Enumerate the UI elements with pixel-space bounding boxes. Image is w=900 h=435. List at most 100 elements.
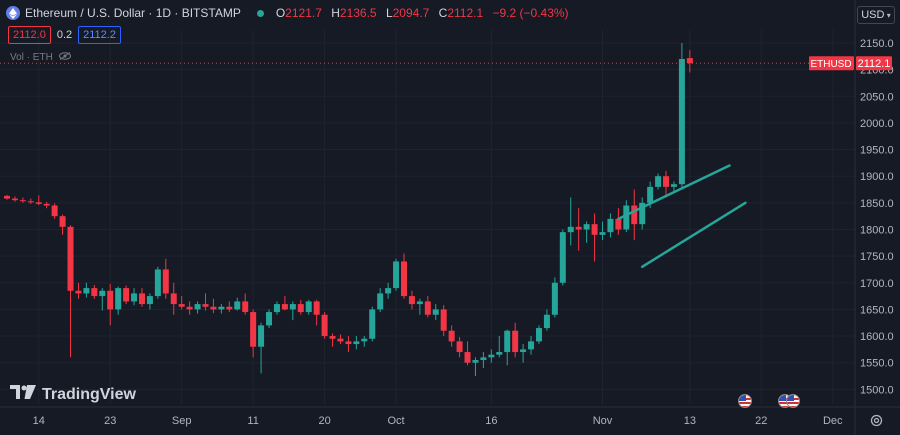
candle-body bbox=[35, 202, 42, 204]
candle bbox=[408, 290, 415, 310]
candle-body bbox=[512, 330, 519, 353]
candle bbox=[520, 344, 527, 363]
volume-legend[interactable]: Vol · ETH bbox=[10, 52, 71, 63]
sell-button[interactable]: 2112.0 bbox=[8, 26, 51, 44]
candle-body bbox=[59, 216, 66, 227]
candle bbox=[686, 50, 693, 73]
x-tick-label: 22 bbox=[755, 415, 767, 427]
candle-body bbox=[202, 304, 209, 307]
candle-body bbox=[115, 288, 122, 310]
buy-button[interactable]: 2112.2 bbox=[78, 26, 121, 44]
y-tick-label: 1700.0 bbox=[860, 278, 894, 290]
candle bbox=[210, 298, 217, 314]
us-flag-3-icon[interactable] bbox=[786, 394, 801, 408]
candle bbox=[512, 322, 519, 358]
y-tick-label: 1800.0 bbox=[860, 224, 894, 236]
candles bbox=[4, 42, 693, 377]
change-value: −9.2 (−0.43%) bbox=[492, 6, 569, 20]
channel-line-upper[interactable] bbox=[617, 164, 731, 221]
candle-body bbox=[686, 58, 693, 64]
x-tick-label: 13 bbox=[684, 415, 696, 427]
candle bbox=[258, 322, 265, 374]
candle bbox=[83, 282, 90, 298]
gear-icon[interactable] bbox=[870, 414, 883, 432]
candle bbox=[273, 301, 280, 315]
candle-body bbox=[440, 309, 447, 331]
parallel-channel-drawing[interactable] bbox=[617, 164, 747, 269]
candle bbox=[305, 299, 312, 315]
candle-body bbox=[107, 290, 114, 310]
symbol-tag bbox=[809, 56, 854, 71]
candle-body bbox=[178, 304, 185, 307]
candle-body bbox=[345, 341, 352, 345]
candle-body bbox=[138, 293, 145, 305]
candle bbox=[59, 214, 66, 235]
y-tick-label: 1600.0 bbox=[860, 331, 894, 343]
candle-body bbox=[281, 304, 288, 310]
candle-body bbox=[472, 360, 479, 363]
candle bbox=[19, 197, 26, 203]
ethereum-icon bbox=[6, 6, 20, 20]
y-tick-label: 1650.0 bbox=[860, 304, 894, 316]
candle bbox=[432, 304, 439, 321]
candle-body bbox=[337, 338, 344, 342]
candle-body bbox=[591, 224, 598, 235]
time-axis: 14 23 Sep 11 20 Oct 16 Nov 13 22 Dec bbox=[33, 415, 843, 427]
candle bbox=[194, 301, 201, 314]
volume-label: Vol · ETH bbox=[10, 52, 53, 63]
candle bbox=[123, 285, 130, 305]
candle bbox=[297, 299, 304, 315]
candle-body bbox=[329, 336, 336, 339]
symbol-title[interactable]: Ethereum / U.S. Dollar · 1D · BITSTAMP bbox=[25, 6, 241, 20]
candle bbox=[401, 253, 407, 299]
candle bbox=[186, 301, 193, 315]
y-tick-label: 2000.0 bbox=[860, 118, 894, 130]
candle-body bbox=[250, 312, 257, 347]
candle-body bbox=[242, 301, 249, 313]
candle-body bbox=[631, 205, 638, 225]
candle-body bbox=[385, 288, 392, 294]
candle bbox=[663, 170, 670, 198]
candle bbox=[107, 283, 114, 326]
candle-body bbox=[4, 195, 10, 199]
candle bbox=[496, 336, 503, 358]
tradingview-icon bbox=[10, 385, 36, 404]
candle-body bbox=[488, 354, 495, 358]
candle bbox=[361, 336, 368, 347]
candle-body bbox=[401, 261, 407, 297]
candle bbox=[353, 336, 360, 350]
candle-body bbox=[377, 293, 384, 310]
candle-body bbox=[496, 352, 503, 355]
tradingview-logo[interactable]: TradingView bbox=[10, 385, 136, 404]
candle bbox=[631, 189, 638, 241]
candle bbox=[464, 341, 471, 366]
us-flag-1-icon[interactable] bbox=[738, 394, 753, 408]
candle-body bbox=[99, 290, 106, 297]
candle-body bbox=[83, 288, 90, 294]
candle-body bbox=[67, 226, 74, 291]
currency-selector[interactable]: USD ▾ bbox=[857, 6, 895, 24]
candle-body bbox=[575, 226, 582, 230]
candle-body bbox=[567, 226, 574, 233]
candle bbox=[11, 196, 18, 202]
candle-body bbox=[273, 304, 280, 313]
x-tick-label: Dec bbox=[823, 415, 843, 427]
candle bbox=[329, 333, 336, 347]
candle bbox=[472, 357, 479, 377]
candle bbox=[226, 301, 233, 313]
candle-body bbox=[146, 296, 153, 305]
candle bbox=[75, 282, 82, 299]
channel-line-lower[interactable] bbox=[640, 201, 747, 269]
eye-icon[interactable] bbox=[58, 52, 71, 63]
candle-body bbox=[218, 306, 225, 310]
candle-body bbox=[416, 301, 423, 305]
candle-body bbox=[583, 224, 590, 230]
candle bbox=[178, 296, 185, 310]
candle-body bbox=[123, 288, 130, 302]
candle-body bbox=[448, 330, 455, 342]
open-value: 2121.7 bbox=[285, 6, 322, 20]
market-status-icon[interactable] bbox=[256, 9, 264, 17]
candle-body bbox=[75, 290, 82, 294]
candle bbox=[51, 203, 58, 219]
